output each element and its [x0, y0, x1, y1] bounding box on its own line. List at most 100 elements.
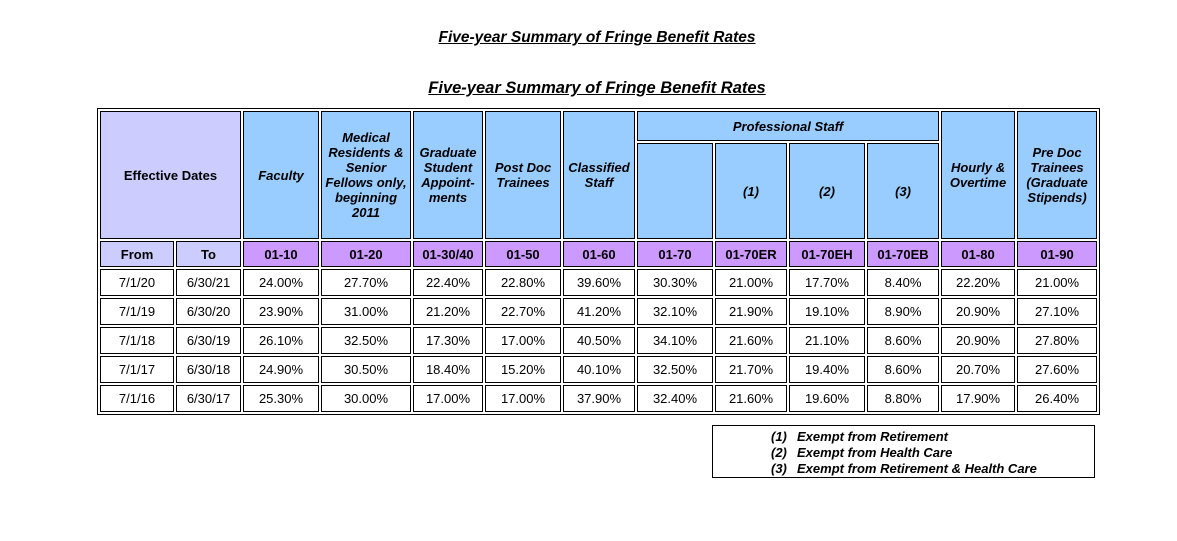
rate-cell: 21.70%	[715, 356, 787, 383]
code-01-70er: 01-70ER	[715, 241, 787, 267]
rate-cell: 22.20%	[941, 269, 1016, 296]
rate-cell: 27.70%	[321, 269, 411, 296]
col-header-medical-residents: Medical Residents & Senior Fellows only,…	[321, 111, 411, 239]
to-date-cell: 6/30/18	[176, 356, 241, 383]
footnote-text: Exempt from Retirement	[797, 429, 948, 444]
rate-cell: 37.90%	[563, 385, 635, 412]
rate-cell: 26.10%	[243, 327, 319, 354]
to-date-cell: 6/30/19	[176, 327, 241, 354]
rate-cell: 17.30%	[413, 327, 483, 354]
rate-cell: 8.60%	[867, 356, 940, 383]
rate-cell: 32.10%	[637, 298, 713, 325]
rate-cell: 8.90%	[867, 298, 940, 325]
fringe-benefit-rates-table: Effective Dates Faculty Medical Resident…	[97, 108, 1101, 415]
rate-cell: 26.40%	[1017, 385, 1098, 412]
rate-cell: 32.50%	[321, 327, 411, 354]
rate-row: 7/1/18 6/30/19 26.10% 32.50% 17.30% 17.0…	[100, 327, 1098, 354]
rate-cell: 41.20%	[563, 298, 635, 325]
rate-cell: 39.60%	[563, 269, 635, 296]
rate-cell: 22.80%	[485, 269, 561, 296]
col-header-post-doc-trainees: Post Doc Trainees	[485, 111, 561, 239]
header-row-top: Effective Dates Faculty Medical Resident…	[100, 111, 1098, 239]
col-header-prof-blank	[637, 143, 713, 239]
rate-cell: 34.10%	[637, 327, 713, 354]
rate-cell: 17.00%	[485, 385, 561, 412]
rate-cell: 18.40%	[413, 356, 483, 383]
rate-cell: 23.90%	[243, 298, 319, 325]
code-01-70: 01-70	[637, 241, 713, 267]
rate-cell: 19.40%	[789, 356, 865, 383]
to-date-cell: 6/30/21	[176, 269, 241, 296]
code-01-80: 01-80	[941, 241, 1016, 267]
rate-cell: 17.90%	[941, 385, 1016, 412]
rate-cell: 8.80%	[867, 385, 940, 412]
code-01-30-40: 01-30/40	[413, 241, 483, 267]
code-row: From To 01-10 01-20 01-30/40 01-50 01-60…	[100, 241, 1098, 267]
header-from: From	[100, 241, 174, 267]
footnote-text: Exempt from Health Care	[797, 445, 953, 460]
col-header-prof-2: (2)	[789, 143, 865, 239]
rate-cell: 20.90%	[941, 327, 1016, 354]
from-date-cell: 7/1/20	[100, 269, 174, 296]
code-01-70eb: 01-70EB	[867, 241, 940, 267]
footnote-line: (3) Exempt from Retirement & Health Care	[771, 461, 1094, 477]
rate-cell: 17.00%	[485, 327, 561, 354]
rate-cell: 15.20%	[485, 356, 561, 383]
rate-row: 7/1/19 6/30/20 23.90% 31.00% 21.20% 22.7…	[100, 298, 1098, 325]
footnote-number: (1)	[771, 429, 787, 444]
col-header-faculty: Faculty	[243, 111, 319, 239]
rate-cell: 22.40%	[413, 269, 483, 296]
rate-cell: 21.60%	[715, 327, 787, 354]
code-01-50: 01-50	[485, 241, 561, 267]
col-header-prof-1: (1)	[715, 143, 787, 239]
page-title: Five-year Summary of Fringe Benefit Rate…	[438, 29, 756, 46]
rate-cell: 21.10%	[789, 327, 865, 354]
rate-cell: 17.00%	[413, 385, 483, 412]
footnote-box: (1) Exempt from Retirement (2) Exempt fr…	[712, 425, 1095, 478]
code-01-20: 01-20	[321, 241, 411, 267]
rate-row: 7/1/20 6/30/21 24.00% 27.70% 22.40% 22.8…	[100, 269, 1098, 296]
rate-cell: 27.60%	[1017, 356, 1098, 383]
code-01-60: 01-60	[563, 241, 635, 267]
code-01-10: 01-10	[243, 241, 319, 267]
col-header-graduate-student: Graduate Student Appoint-ments	[413, 111, 483, 239]
rate-cell: 30.00%	[321, 385, 411, 412]
rate-cell: 8.40%	[867, 269, 940, 296]
rate-row: 7/1/16 6/30/17 25.30% 30.00% 17.00% 17.0…	[100, 385, 1098, 412]
rate-cell: 21.60%	[715, 385, 787, 412]
rate-cell: 31.00%	[321, 298, 411, 325]
col-header-prof-3: (3)	[867, 143, 940, 239]
col-header-hourly-overtime: Hourly & Overtime	[941, 111, 1016, 239]
from-date-cell: 7/1/16	[100, 385, 174, 412]
col-group-header-professional-staff: Professional Staff	[637, 111, 940, 141]
rate-cell: 24.00%	[243, 269, 319, 296]
to-date-cell: 6/30/17	[176, 385, 241, 412]
from-date-cell: 7/1/18	[100, 327, 174, 354]
from-date-cell: 7/1/19	[100, 298, 174, 325]
header-row-prof-sub: (1) (2) (3)	[100, 143, 1097, 239]
rate-cell: 21.00%	[1017, 269, 1098, 296]
rate-cell: 27.80%	[1017, 327, 1098, 354]
rate-cell: 19.10%	[789, 298, 865, 325]
rate-cell: 21.20%	[413, 298, 483, 325]
code-01-70eh: 01-70EH	[789, 241, 865, 267]
rate-cell: 27.10%	[1017, 298, 1098, 325]
rate-cell: 40.50%	[563, 327, 635, 354]
col-header-pre-doc-trainees: Pre Doc Trainees (Graduate Stipends)	[1017, 111, 1098, 239]
footnote-line: (2) Exempt from Health Care	[771, 445, 1094, 461]
rate-cell: 21.90%	[715, 298, 787, 325]
rate-cell: 19.60%	[789, 385, 865, 412]
rate-cell: 32.50%	[637, 356, 713, 383]
rate-cell: 20.70%	[941, 356, 1016, 383]
footnote-text: Exempt from Retirement & Health Care	[797, 461, 1037, 476]
rate-cell: 24.90%	[243, 356, 319, 383]
rate-row: 7/1/17 6/30/18 24.90% 30.50% 18.40% 15.2…	[100, 356, 1098, 383]
rate-cell: 8.60%	[867, 327, 940, 354]
header-effective-dates: Effective Dates	[100, 111, 241, 239]
rate-cell: 22.70%	[485, 298, 561, 325]
rate-cell: 32.40%	[637, 385, 713, 412]
footnote-number: (2)	[771, 445, 787, 460]
header-to: To	[176, 241, 241, 267]
rate-cell: 30.30%	[637, 269, 713, 296]
page-title-repeat: Five-year Summary of Fringe Benefit Rate…	[428, 79, 766, 97]
